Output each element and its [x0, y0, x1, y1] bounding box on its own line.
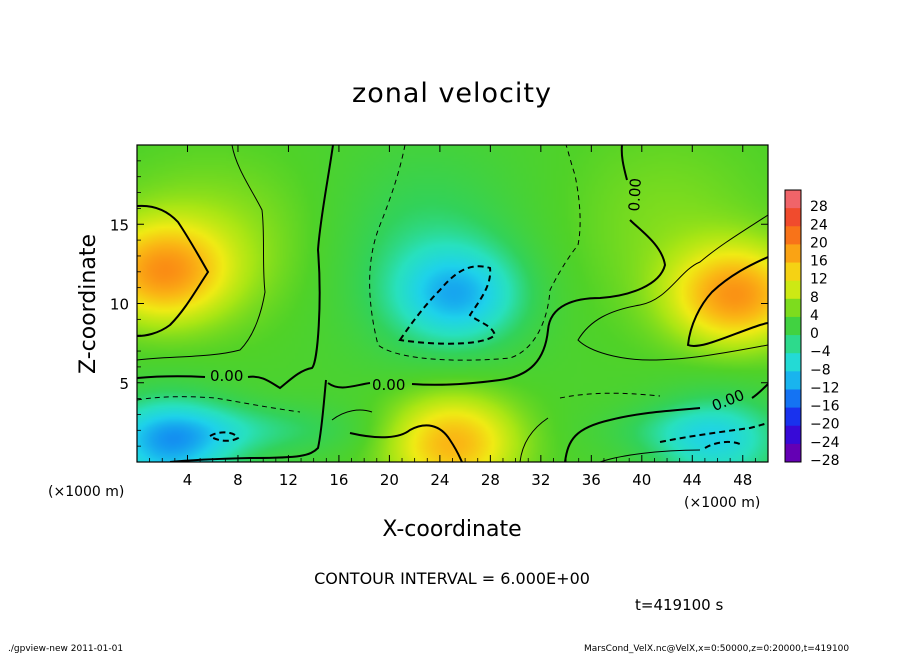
colorbar-tick-label: −8: [810, 362, 831, 378]
colorbar-segment: [785, 298, 801, 318]
y-unit-label: (×1000 m): [48, 484, 124, 500]
colorbar-segment: [785, 425, 801, 445]
x-tick-label: 44: [683, 471, 702, 489]
time-text: t=419100 s: [635, 596, 723, 614]
x-tick-label: 32: [531, 471, 550, 489]
colorbar-segment: [785, 389, 801, 409]
colorbar-segment: [785, 226, 801, 245]
y-tick-label: 5: [119, 375, 129, 393]
y-axis-label: Z-coordinate: [76, 234, 101, 374]
negative-contour: [398, 265, 497, 345]
colorbar-tick-label: −16: [810, 399, 840, 415]
contour-label: 0.00: [625, 178, 645, 212]
x-tick-label: 4: [183, 471, 193, 489]
negative-contour: [208, 431, 240, 442]
colorbar-tick-label: 16: [810, 254, 828, 270]
negative-contour: [137, 392, 661, 413]
colorbar-tick-label: −12: [810, 380, 840, 396]
positive-contour: [331, 409, 701, 462]
contour-label: 0.00: [372, 376, 405, 394]
x-ticks: 4 8 12 16 20 24 28 32 36 40 44 48: [149, 145, 756, 489]
colorbar-segment: [785, 407, 801, 427]
x-tick-label: 28: [481, 471, 500, 489]
footer-right: MarsCond_VelX.nc@VelX,x=0:50000,z=0:2000…: [584, 644, 849, 654]
negative-contour: [369, 145, 581, 361]
colorbar-segment: [785, 244, 801, 264]
contour-label: 0.00: [210, 367, 243, 385]
footer-left: ./gpview-new 2011-01-01: [8, 644, 123, 654]
y-tick-label: 15: [110, 216, 129, 234]
zero-contour: [349, 424, 463, 462]
zero-contour: [169, 379, 327, 462]
x-unit-label: (×1000 m): [684, 495, 760, 511]
zero-contour: [137, 204, 210, 337]
plot-area: 0.00 0.00 0.00 0.00 4 8 12 16 20 24 28 32 36 40 44…: [110, 144, 769, 489]
x-tick-label: 20: [380, 471, 399, 489]
colorbar-segment: [785, 262, 801, 282]
colorbar-tick-label: −28: [810, 453, 840, 469]
colorbar-tick-label: 12: [810, 272, 828, 288]
colorbar-tick-label: 24: [810, 217, 828, 233]
x-tick-label: 24: [430, 471, 449, 489]
colorbar-segment: [785, 316, 801, 336]
x-tick-label: 8: [233, 471, 243, 489]
colorbar-segment: [785, 335, 801, 354]
zero-contour: [686, 256, 768, 347]
zero-contour: [564, 383, 768, 462]
velocity-field: [137, 145, 768, 462]
positive-contour: [137, 145, 266, 361]
colorbar-tick-label: 0: [810, 326, 819, 342]
colorbar-tick-label: −20: [810, 417, 840, 433]
x-tick-label: 48: [733, 471, 752, 489]
colorbar-tick-label: 8: [810, 290, 819, 306]
x-tick-label: 40: [632, 471, 651, 489]
x-tick-label: 36: [582, 471, 601, 489]
chart-title: zonal velocity: [352, 78, 552, 109]
colorbar-tick-label: 28: [810, 199, 828, 215]
colorbar-segment: [785, 280, 801, 300]
y-tick-label: 10: [110, 296, 129, 314]
colorbar-tick-label: −4: [810, 344, 831, 360]
zero-contour: [327, 145, 667, 389]
x-axis-label: X-coordinate: [382, 517, 521, 542]
x-tick-label: 12: [279, 471, 298, 489]
contour-lines: [137, 145, 768, 462]
colorbar-segment: [785, 371, 801, 390]
colorbar-tick-label: 20: [810, 235, 828, 251]
zero-contour: [137, 145, 334, 390]
contour-interval-text: CONTOUR INTERVAL = 6.000E+00: [314, 569, 590, 588]
colorbar-tick-label: −24: [810, 435, 840, 451]
negative-contour: [659, 422, 768, 449]
x-tick-label: 16: [329, 471, 348, 489]
colorbar-segment: [785, 443, 801, 463]
colorbar-segment: [785, 190, 801, 209]
y-ticks: 5 10 15: [110, 160, 768, 447]
positive-contour: [577, 214, 768, 361]
colorbar-segment: [785, 353, 801, 372]
colorbar-segment: [785, 208, 801, 227]
colorbar: 28 24 20 16 12 8 4 0 −4 −8 −12 −16 −20 −24 −28: [784, 189, 840, 469]
colorbar-tick-label: 4: [810, 308, 819, 324]
colorbar-frame: [784, 189, 802, 463]
